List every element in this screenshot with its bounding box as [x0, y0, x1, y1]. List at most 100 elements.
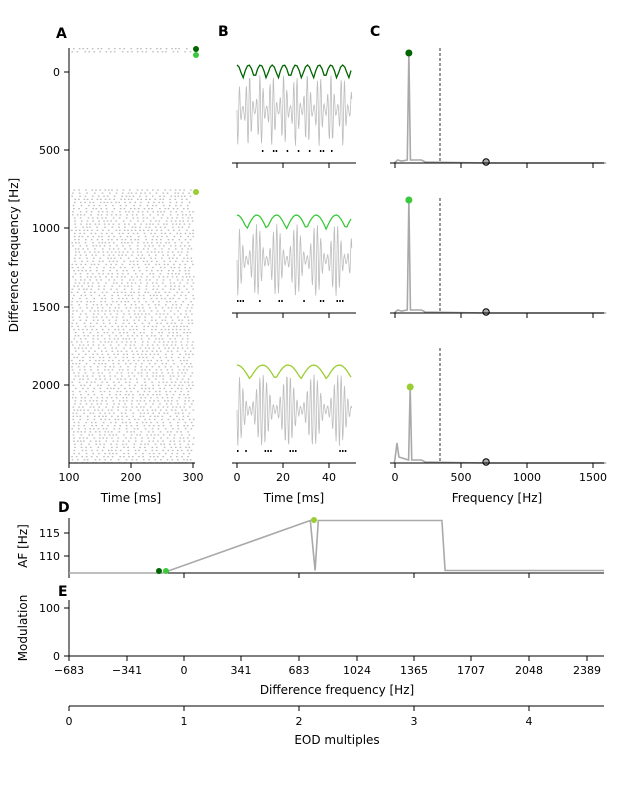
spike-mark [110, 214, 113, 216]
spike-mark [177, 372, 179, 374]
spike-mark [151, 328, 153, 331]
spike-mark [90, 263, 93, 266]
spike-mark [141, 51, 144, 53]
spike-mark [128, 394, 130, 396]
spike-mark [109, 322, 111, 324]
spike-mark [185, 409, 187, 411]
spike-mark [166, 235, 168, 238]
spike-mark [138, 288, 141, 290]
spike-tick [242, 300, 244, 302]
spike-mark [180, 204, 182, 207]
spike-mark [110, 421, 112, 424]
spike-mark [180, 304, 183, 306]
spike-mark [104, 297, 107, 300]
spike-mark [144, 319, 146, 321]
spike-mark [189, 51, 192, 53]
spike-mark [86, 375, 89, 377]
spike-mark [80, 446, 83, 448]
spike-mark [124, 223, 126, 225]
spike-mark [155, 254, 157, 256]
spike-mark [192, 409, 195, 411]
spike-mark [178, 266, 180, 269]
spike-mark [89, 251, 91, 253]
spike-mark [137, 198, 139, 200]
spike-mark [162, 378, 165, 380]
spike-mark [84, 294, 87, 297]
spike-mark [71, 288, 74, 290]
spike-mark [177, 425, 179, 427]
spike-mark [147, 325, 149, 328]
spike-mark [83, 322, 86, 324]
spike-mark [185, 313, 188, 315]
spike-mark [180, 325, 182, 328]
spike-mark [183, 328, 186, 331]
spike-mark [76, 310, 78, 312]
spike-mark [189, 418, 191, 421]
spike-mark [80, 279, 82, 281]
spike-mark [83, 440, 85, 442]
spike-mark [105, 428, 108, 430]
spike-mark [89, 279, 91, 281]
spike-mark [160, 217, 163, 219]
spike-mark [125, 204, 127, 207]
spike-mark [75, 322, 78, 324]
spike-mark [152, 211, 154, 213]
spike-mark [125, 338, 128, 340]
spike-mark [118, 381, 120, 383]
spike-mark [89, 406, 92, 408]
spike-mark [174, 189, 177, 191]
spike-mark [119, 425, 121, 427]
spike-mark [171, 307, 173, 309]
spike-mark [119, 400, 121, 402]
spike-mark [133, 310, 136, 312]
spike-mark [136, 189, 139, 191]
spike-mark [108, 449, 110, 452]
spike-mark [97, 282, 100, 284]
spike-mark [179, 437, 182, 439]
spike-mark [142, 409, 144, 411]
spike-mark [156, 344, 159, 346]
spike-mark [111, 341, 113, 343]
spike-mark [147, 291, 150, 293]
spike-mark [121, 195, 123, 197]
spike-mark [124, 403, 126, 405]
spike-mark [94, 381, 96, 383]
spike-mark [74, 273, 77, 275]
e-xtick-label: 1024 [343, 664, 371, 677]
spike-mark [171, 276, 174, 278]
spike-mark [119, 332, 121, 334]
spike-mark [181, 384, 184, 386]
spike-mark [167, 418, 170, 421]
spike-mark [97, 288, 100, 290]
spike-mark [88, 434, 90, 436]
spike-mark [175, 304, 178, 306]
spike-mark [142, 214, 144, 216]
spike-mark [78, 381, 81, 383]
spike-mark [128, 381, 131, 383]
spike-mark [86, 381, 88, 383]
spike-mark [176, 431, 178, 433]
spike-mark [159, 403, 161, 405]
spike-mark [169, 189, 172, 191]
spike-mark [83, 412, 85, 414]
spike-mark [81, 310, 84, 312]
spike-tick [342, 450, 344, 452]
spike-mark [121, 51, 124, 53]
spike-mark [132, 195, 135, 197]
spike-mark [88, 204, 90, 207]
spike-mark [100, 232, 103, 235]
spike-mark [136, 217, 139, 219]
spike-mark [167, 251, 169, 253]
spike-mark [84, 195, 87, 197]
spike-mark [75, 363, 78, 365]
spike-mark [119, 214, 122, 216]
spike-mark [186, 335, 189, 337]
spike-mark [115, 316, 118, 318]
spike-mark [143, 328, 145, 331]
spike-mark [124, 242, 126, 244]
spike-mark [74, 282, 77, 284]
spike-mark [129, 279, 131, 281]
spike-mark [132, 217, 134, 219]
spike-mark [115, 214, 118, 216]
spike-mark [85, 189, 87, 191]
